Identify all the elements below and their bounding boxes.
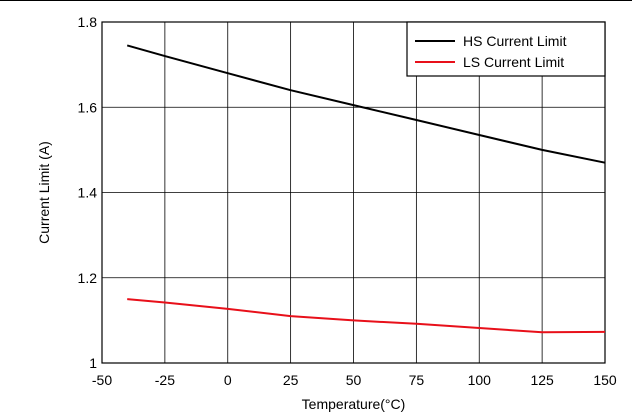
legend-box <box>406 21 606 77</box>
legend: HS Current Limit LS Current Limit <box>406 21 606 77</box>
top-border-rule <box>0 0 632 1</box>
x-tick-label: 0 <box>224 372 232 388</box>
x-axis-label: Temperature(°C) <box>302 396 406 412</box>
series-line-ls-current-limit <box>127 298 606 334</box>
y-tick-label: 1 <box>89 355 97 371</box>
x-tick-label: 25 <box>283 372 299 388</box>
plot-frame <box>101 21 606 364</box>
y-tick-label: 1.2 <box>78 270 98 286</box>
x-tick-label: -25 <box>155 372 175 388</box>
x-tick-label: 100 <box>468 372 492 388</box>
legend-entry-label: HS Current Limit <box>463 33 567 49</box>
data-series <box>126 44 606 334</box>
legend-entry-label: LS Current Limit <box>463 54 564 70</box>
y-axis-label: Current Limit (A) <box>36 141 52 244</box>
x-tick-label: 125 <box>530 372 554 388</box>
x-tick-label: -50 <box>92 372 112 388</box>
y-tick-label: 1.8 <box>78 14 98 30</box>
y-tick-label: 1.4 <box>78 185 98 201</box>
y-tick-label: 1.6 <box>78 99 98 115</box>
x-tick-labels: -50 -25 0 25 50 75 100 125 150 <box>92 372 617 388</box>
x-tick-label: 75 <box>409 372 425 388</box>
x-tick-label: 50 <box>346 372 362 388</box>
y-tick-labels: 1 1.2 1.4 1.6 1.8 <box>78 14 98 371</box>
x-tick-label: 150 <box>593 372 617 388</box>
series-line-hs-current-limit <box>126 44 606 164</box>
